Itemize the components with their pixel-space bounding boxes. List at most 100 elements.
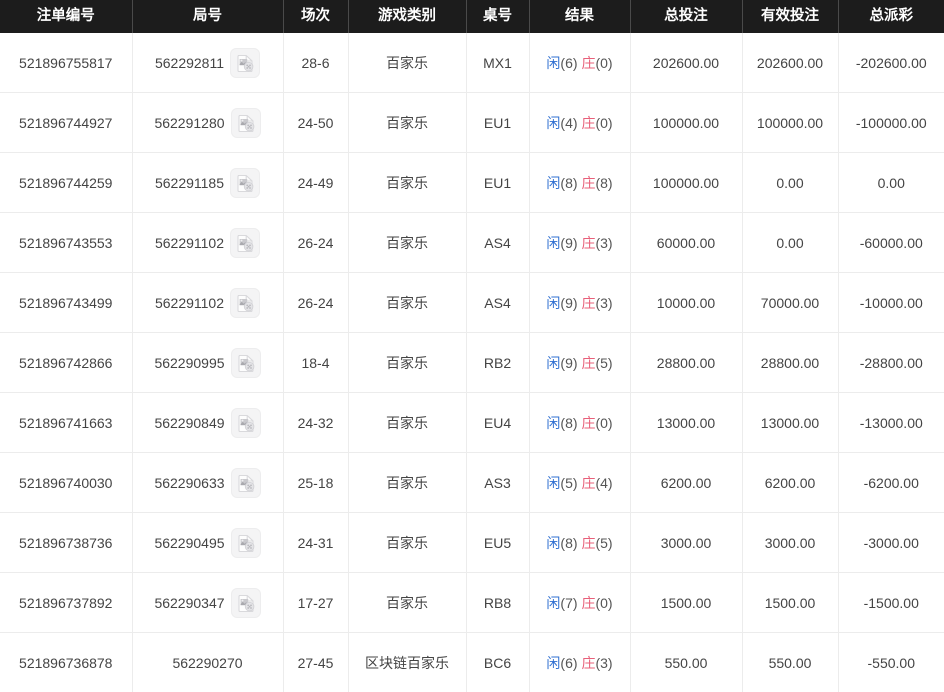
cell-valid-bet: 1500.00 [742,573,838,633]
result-player-score: (7) [560,595,577,611]
round-no-label: 562291102 [155,235,224,251]
result-banker-score: (0) [595,55,612,71]
broken-image-icon[interactable] [231,108,261,138]
broken-image-icon[interactable] [231,468,261,498]
round-no-wrapper: 562290633 [137,453,279,512]
result-banker-label: 庄 [581,175,595,191]
cell-table-no: EU1 [466,93,529,153]
result-player-score: (4) [560,115,577,131]
result-player-label: 闲 [546,415,560,431]
result-player-label: 闲 [546,475,560,491]
cell-session: 18-4 [283,333,348,393]
cell-total-bet: 3000.00 [630,513,742,573]
round-no-label: 562292811 [155,55,224,71]
result-player-score: (8) [560,415,577,431]
cell-table-no: RB8 [466,573,529,633]
cell-round-no: 562290995 [132,333,283,393]
cell-valid-bet: 6200.00 [742,453,838,513]
result-player-label: 闲 [546,175,560,191]
round-no-wrapper: 562290347 [137,573,279,632]
cell-table-no: EU5 [466,513,529,573]
column-header-valid-bet[interactable]: 有效投注 [742,0,838,33]
cell-session: 26-24 [283,213,348,273]
cell-result: 闲(6) 庄(3) [529,633,630,692]
cell-round-no: 562292811 [132,33,283,93]
broken-image-icon[interactable] [230,48,260,78]
cell-game-type: 百家乐 [348,213,466,273]
column-header-result[interactable]: 结果 [529,0,630,33]
broken-image-icon[interactable] [230,168,260,198]
result-player-label: 闲 [546,235,560,251]
cell-round-no: 562290495 [132,513,283,573]
cell-valid-bet: 202600.00 [742,33,838,93]
result-banker-label: 庄 [581,655,595,671]
column-header-game-type[interactable]: 游戏类别 [348,0,466,33]
broken-image-icon[interactable] [231,528,261,558]
table-header: 注单编号 局号 场次 游戏类别 桌号 结果 总投注 有效投注 总派彩 [0,0,944,33]
cell-table-no: MX1 [466,33,529,93]
result-banker-score: (8) [595,175,612,191]
round-no-wrapper: 562292811 [137,33,279,92]
result-banker-score: (4) [595,475,612,491]
cell-order-no: 521896755817 [0,33,132,93]
cell-order-no: 521896744259 [0,153,132,213]
cell-total-bet: 1500.00 [630,573,742,633]
result-player-score: (8) [560,535,577,551]
cell-total-bet: 10000.00 [630,273,742,333]
cell-result: 闲(4) 庄(0) [529,93,630,153]
result-player-score: (8) [560,175,577,191]
cell-result: 闲(8) 庄(5) [529,513,630,573]
cell-total-bet: 60000.00 [630,213,742,273]
cell-payout: 0.00 [838,153,944,213]
cell-payout: -1500.00 [838,573,944,633]
column-header-table-no[interactable]: 桌号 [466,0,529,33]
cell-round-no: 562290849 [132,393,283,453]
column-header-order-no[interactable]: 注单编号 [0,0,132,33]
broken-image-icon[interactable] [231,408,261,438]
column-header-session[interactable]: 场次 [283,0,348,33]
cell-round-no: 562290270 [132,633,283,692]
cell-result: 闲(6) 庄(0) [529,33,630,93]
cell-session: 24-31 [283,513,348,573]
result-player-label: 闲 [546,355,560,371]
round-no-wrapper: 562291280 [137,93,279,152]
result-player-score: (9) [560,235,577,251]
result-player-label: 闲 [546,535,560,551]
cell-session: 26-24 [283,273,348,333]
result-banker-label: 庄 [581,295,595,311]
cell-session: 24-50 [283,93,348,153]
cell-round-no: 562290633 [132,453,283,513]
broken-image-icon[interactable] [230,228,260,258]
cell-session: 24-49 [283,153,348,213]
round-no-label: 562290347 [154,595,224,611]
cell-valid-bet: 100000.00 [742,93,838,153]
round-no-label: 562290270 [172,655,242,671]
round-no-label: 562291280 [154,115,224,131]
result-player-score: (6) [560,55,577,71]
broken-image-icon[interactable] [230,288,260,318]
column-header-round-no[interactable]: 局号 [132,0,283,33]
broken-image-icon[interactable] [231,348,261,378]
cell-total-bet: 100000.00 [630,93,742,153]
broken-image-icon[interactable] [231,588,261,618]
column-header-payout[interactable]: 总派彩 [838,0,944,33]
column-header-total-bet[interactable]: 总投注 [630,0,742,33]
cell-total-bet: 28800.00 [630,333,742,393]
cell-payout: -60000.00 [838,213,944,273]
round-no-wrapper: 562290270 [137,633,279,692]
result-banker-score: (0) [595,595,612,611]
cell-order-no: 521896743499 [0,273,132,333]
cell-order-no: 521896741663 [0,393,132,453]
